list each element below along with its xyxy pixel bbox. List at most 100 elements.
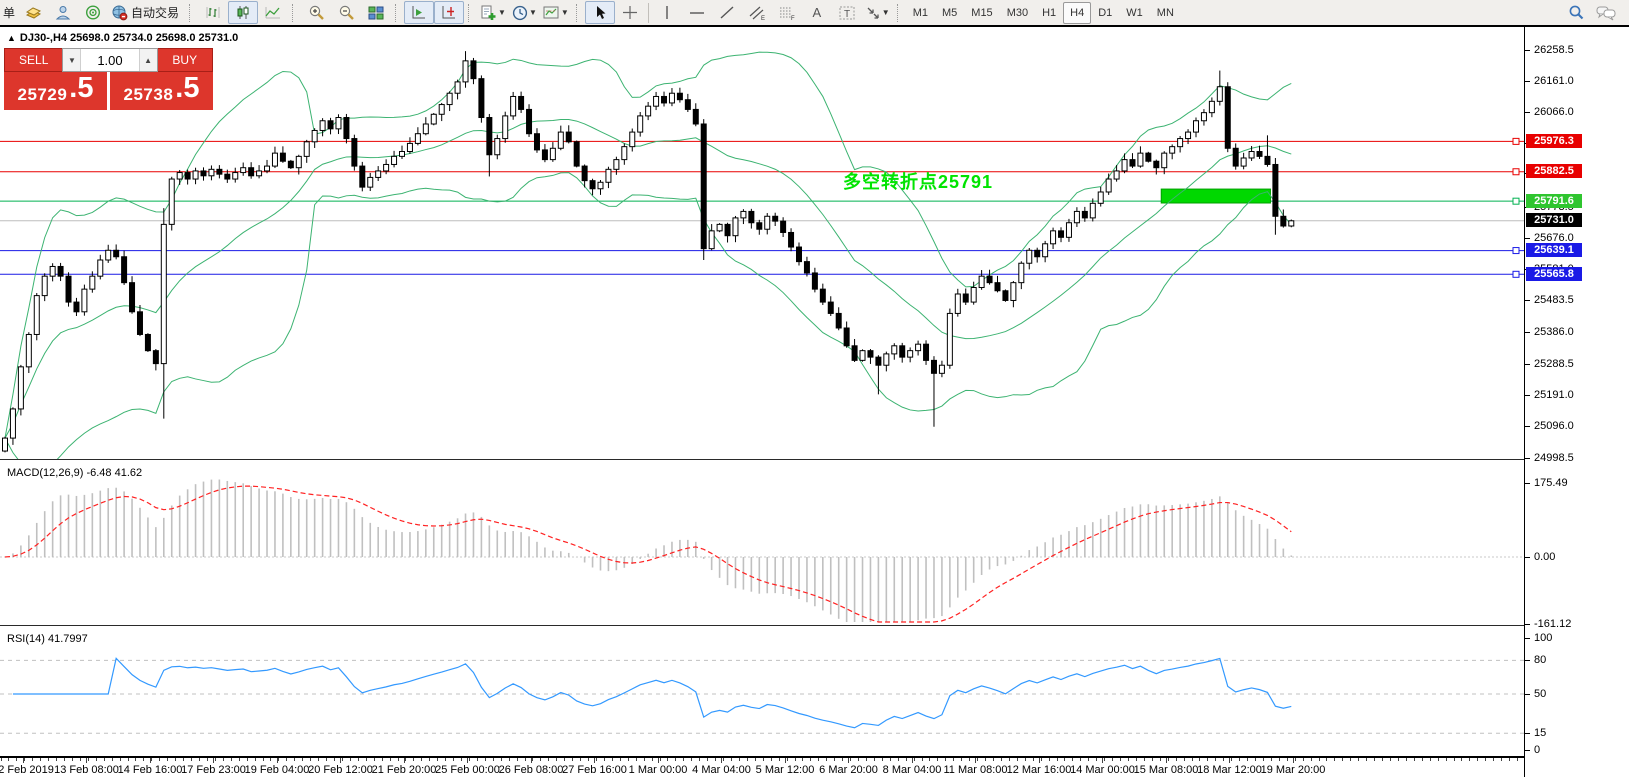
time-axis-minor-tick: [24, 758, 25, 761]
cursor-button[interactable]: [584, 1, 615, 24]
chart-shift-button[interactable]: [434, 1, 465, 24]
time-axis-minor-tick: [961, 758, 962, 761]
text-tool-button[interactable]: A: [802, 1, 832, 24]
rsi-axis-label: 15: [1534, 727, 1547, 739]
macd-pane[interactable]: MACD(12,26,9) -6.48 41.62: [0, 464, 1524, 626]
time-axis-minor-tick: [1184, 758, 1185, 761]
trend-line-button[interactable]: [712, 1, 742, 24]
chat-button[interactable]: [1591, 1, 1621, 24]
axis-tick: [1525, 733, 1530, 734]
search-button[interactable]: [1561, 1, 1591, 24]
time-axis-minor-tick: [167, 758, 168, 761]
cursor-icon: [596, 6, 606, 19]
text-label-button[interactable]: T: [832, 1, 862, 24]
zoom-in-button[interactable]: [301, 1, 331, 24]
rsi-line: [12, 657, 1292, 729]
time-axis-minor-tick: [1501, 758, 1502, 761]
timeframe-h4[interactable]: H4: [1063, 1, 1092, 24]
time-axis-major-tick: [213, 758, 214, 763]
toolbar-grip: [189, 3, 195, 22]
timeframe-m30[interactable]: M30: [1006, 6, 1029, 19]
line-chart-button[interactable]: [258, 1, 288, 24]
volume-decrease-button[interactable]: ▼: [63, 49, 82, 71]
time-axis-minor-tick: [683, 758, 684, 761]
autotrading-button[interactable]: 自动交易: [108, 1, 185, 24]
sell-price[interactable]: 25729.5: [4, 72, 107, 110]
time-axis-label: 6 Mar 20:00: [819, 764, 878, 776]
vertical-line-button[interactable]: [652, 1, 682, 24]
time-axis-minor-tick: [1485, 758, 1486, 761]
pivot-annotation-text[interactable]: 多空转折点25791: [843, 172, 994, 192]
templates-icon: [543, 6, 559, 19]
price-axis-label: 26258.5: [1534, 44, 1574, 56]
horizontal-line-button[interactable]: [682, 1, 712, 24]
time-axis-minor-tick: [1088, 758, 1089, 761]
axis-tick: [1525, 300, 1530, 301]
candlestick-chart-button[interactable]: [228, 1, 259, 24]
new-order-label-partial[interactable]: 单: [3, 6, 16, 20]
time-axis-label: 21 Feb 20:00: [371, 764, 437, 776]
templates-button[interactable]: ▼: [540, 1, 572, 24]
timeframe-w1[interactable]: W1: [1126, 6, 1143, 19]
green-zone-rectangle[interactable]: [1160, 188, 1271, 204]
volume-stepper: ▼ 1.00 ▲: [62, 48, 158, 72]
time-axis-label: 18 Mar 12:00: [1197, 764, 1262, 776]
signal-broadcast-icon[interactable]: [78, 1, 108, 24]
timeframe-d1[interactable]: D1: [1098, 6, 1113, 19]
time-axis-minor-tick: [779, 758, 780, 761]
rsi-pane[interactable]: RSI(14) 41.7997: [0, 630, 1524, 756]
collapse-arrow-icon[interactable]: ▲: [7, 33, 16, 43]
bollinger-lower-band: [4, 172, 1292, 459]
tile-windows-button[interactable]: [361, 1, 391, 24]
equidistant-channel-button[interactable]: E: [742, 1, 772, 24]
arrows-icon: [867, 7, 879, 19]
time-axis-minor-tick: [1461, 758, 1462, 761]
arrows-tool-button[interactable]: ▼: [862, 1, 893, 24]
crosshair-button[interactable]: [615, 1, 645, 24]
toolbar-grip: [575, 3, 582, 22]
time-axis-minor-tick: [890, 758, 891, 761]
price-axis[interactable]: 26258.526161.026066.025971.025876.025773…: [1524, 27, 1629, 777]
timeframe-mn[interactable]: MN: [1156, 6, 1174, 19]
indicators-add-button[interactable]: ▼: [477, 1, 509, 24]
time-axis-minor-tick: [1469, 758, 1470, 761]
time-axis-minor-tick: [1057, 758, 1058, 761]
time-axis-minor-tick: [802, 758, 803, 761]
horizontal-level-line[interactable]: [0, 137, 1524, 145]
bar-chart-button[interactable]: [198, 1, 228, 24]
accounts-user-icon[interactable]: [48, 1, 78, 24]
sell-button[interactable]: SELL: [4, 48, 63, 72]
toolbar-grip: [395, 3, 401, 22]
time-axis-minor-tick: [810, 758, 811, 761]
time-axis-major-tick: [277, 758, 278, 763]
time-axis-label: 12 Feb 2019: [0, 764, 54, 776]
price-pane[interactable]: ▲ DJ30-,H4 25698.0 25734.0 25698.0 25731.…: [0, 29, 1524, 459]
timeframe-m5[interactable]: M5: [942, 6, 958, 19]
volume-increase-button[interactable]: ▲: [138, 49, 157, 71]
price-chart-svg: [0, 51, 1524, 459]
horizontal-level-line[interactable]: [0, 247, 1524, 255]
auto-scroll-button[interactable]: [404, 1, 435, 24]
timeframe-h1[interactable]: H1: [1042, 6, 1057, 19]
buy-button[interactable]: BUY: [157, 48, 213, 72]
horizontal-level-line[interactable]: [0, 197, 1524, 205]
horizontal-level-line[interactable]: [0, 270, 1524, 278]
fibonacci-button[interactable]: F: [772, 1, 802, 24]
order-book-icon[interactable]: [18, 1, 48, 24]
time-axis-major-tick: [340, 758, 341, 763]
buy-price[interactable]: 25738.5: [110, 72, 213, 110]
time-axis-minor-tick: [1477, 758, 1478, 761]
rsi-axis-label: 0: [1534, 744, 1541, 756]
time-axis-minor-tick: [715, 758, 716, 761]
time-axis-minor-tick: [1144, 758, 1145, 761]
volume-value[interactable]: 1.00: [97, 52, 123, 68]
time-axis-major-tick: [1229, 758, 1230, 763]
time-axis-minor-tick: [40, 758, 41, 761]
timeframe-m15[interactable]: M15: [971, 6, 993, 19]
periods-clock-button[interactable]: ▼: [509, 1, 540, 24]
time-axis-minor-tick: [667, 758, 668, 761]
dropdown-caret-icon: ▼: [498, 8, 506, 17]
zoom-out-button[interactable]: [331, 1, 361, 24]
timeframe-m1[interactable]: M1: [912, 6, 928, 19]
